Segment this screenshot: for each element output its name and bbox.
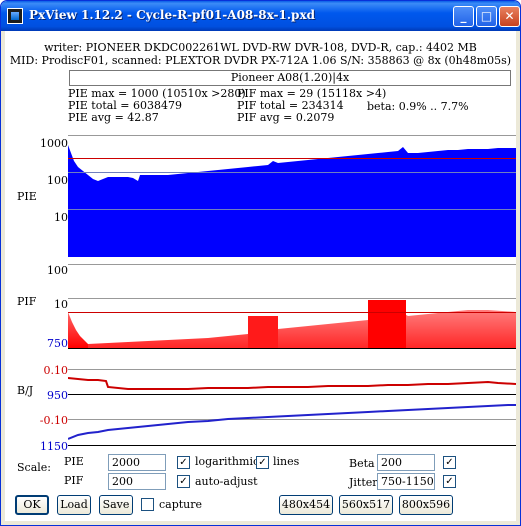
save-button[interactable]: Save (99, 495, 133, 515)
client-area: writer: PIONEER DKDC002261WL DVD-RW DVR-… (5, 31, 516, 521)
beta-tick-0.10: 0.10 (43, 364, 69, 377)
size-480x454-button[interactable]: 480x454 (279, 495, 333, 515)
jitter-scale-label: Jitter (349, 476, 378, 489)
pie-tick-1000: 1000 (40, 137, 68, 150)
capture-label: capture (159, 498, 203, 511)
maximize-button[interactable]: □ (476, 6, 497, 27)
lines-checkbox[interactable]: ✓ (256, 456, 269, 469)
jitter-line (68, 404, 516, 440)
pie-avg: PIE avg = 42.87 (68, 111, 159, 124)
disc-label: Pioneer A08(1.20)|4x (69, 70, 511, 86)
pie-scale-input[interactable]: 2000 (108, 454, 166, 471)
pif-tick-100: 100 (47, 264, 68, 277)
close-button[interactable]: ✕ (499, 6, 520, 27)
pif-tick-10: 10 (54, 298, 68, 311)
beta-line (68, 377, 516, 390)
auto-adjust-checkbox[interactable]: ✓ (177, 475, 190, 488)
auto-adjust-label: auto-adjust (195, 475, 258, 488)
jitter-checkbox[interactable]: ✓ (443, 475, 456, 488)
mid-line: MID: ProdiscF01, scanned: PLEXTOR DVDR P… (9, 54, 512, 67)
pie-area (68, 145, 516, 257)
jitter-scale-input[interactable]: 750-1150 (377, 473, 435, 490)
jitter-tick-950: 950 (47, 389, 68, 402)
app-icon (7, 8, 23, 24)
pif-graph-label: PIF (17, 295, 37, 308)
minimize-button[interactable]: _ (453, 6, 474, 27)
jitter-tick-1150: 1150 (40, 440, 68, 453)
pie-total: PIE total = 6038479 (68, 99, 183, 112)
pie-tick-100: 100 (47, 174, 68, 187)
title-bar[interactable]: PxView 1.12.2 - Cycle-R-pf01-A08-8x-1.px… (1, 1, 520, 31)
pif-band-1 (248, 316, 278, 348)
pif-max: PIF max = 29 (15118x >4) (237, 87, 387, 100)
size-560x517-button[interactable]: 560x517 (339, 495, 393, 515)
pif-area-left (68, 312, 88, 348)
lines-label: lines (273, 455, 300, 468)
load-button[interactable]: Load (57, 495, 91, 515)
pif-avg: PIF avg = 0.2079 (237, 111, 335, 124)
beta-checkbox[interactable]: ✓ (443, 456, 456, 469)
logarithmic-label: logarithmic (195, 455, 260, 468)
beta-jitter-graph (68, 353, 516, 448)
scale-label: Scale: (17, 461, 51, 474)
ok-button[interactable]: OK (15, 495, 49, 515)
pif-area (88, 310, 516, 348)
pie-scale-label: PIE (64, 455, 84, 468)
pif-scale-input[interactable]: 200 (108, 473, 166, 490)
beta-scale-label: Beta (349, 457, 375, 470)
capture-checkbox[interactable] (141, 498, 154, 511)
pie-graph-label: PIE (17, 190, 37, 203)
pif-scale-label: PIF (64, 474, 84, 487)
pif-graph (68, 260, 516, 351)
pif-total: PIF total = 234314 (237, 99, 344, 112)
pie-tick-10: 10 (54, 211, 68, 224)
pif-band-2 (368, 300, 406, 348)
pif-tick-750: 750 (47, 337, 68, 350)
beta-scale-input[interactable]: 200 (377, 454, 435, 471)
beta-tick-minus-0.10: -0.10 (39, 414, 68, 427)
logarithmic-checkbox[interactable]: ✓ (177, 456, 190, 469)
bj-graph-label: B/J (17, 384, 34, 397)
pie-max: PIE max = 1000 (10510x >280) (68, 87, 246, 100)
window-title: PxView 1.12.2 - Cycle-R-pf01-A08-8x-1.px… (29, 8, 315, 22)
size-800x596-button[interactable]: 800x596 (399, 495, 453, 515)
beta-range: beta: 0.9% .. 7.7% (367, 100, 469, 113)
writer-line: writer: PIONEER DKDC002261WL DVD-RW DVR-… (44, 41, 477, 54)
pie-graph (68, 135, 516, 257)
